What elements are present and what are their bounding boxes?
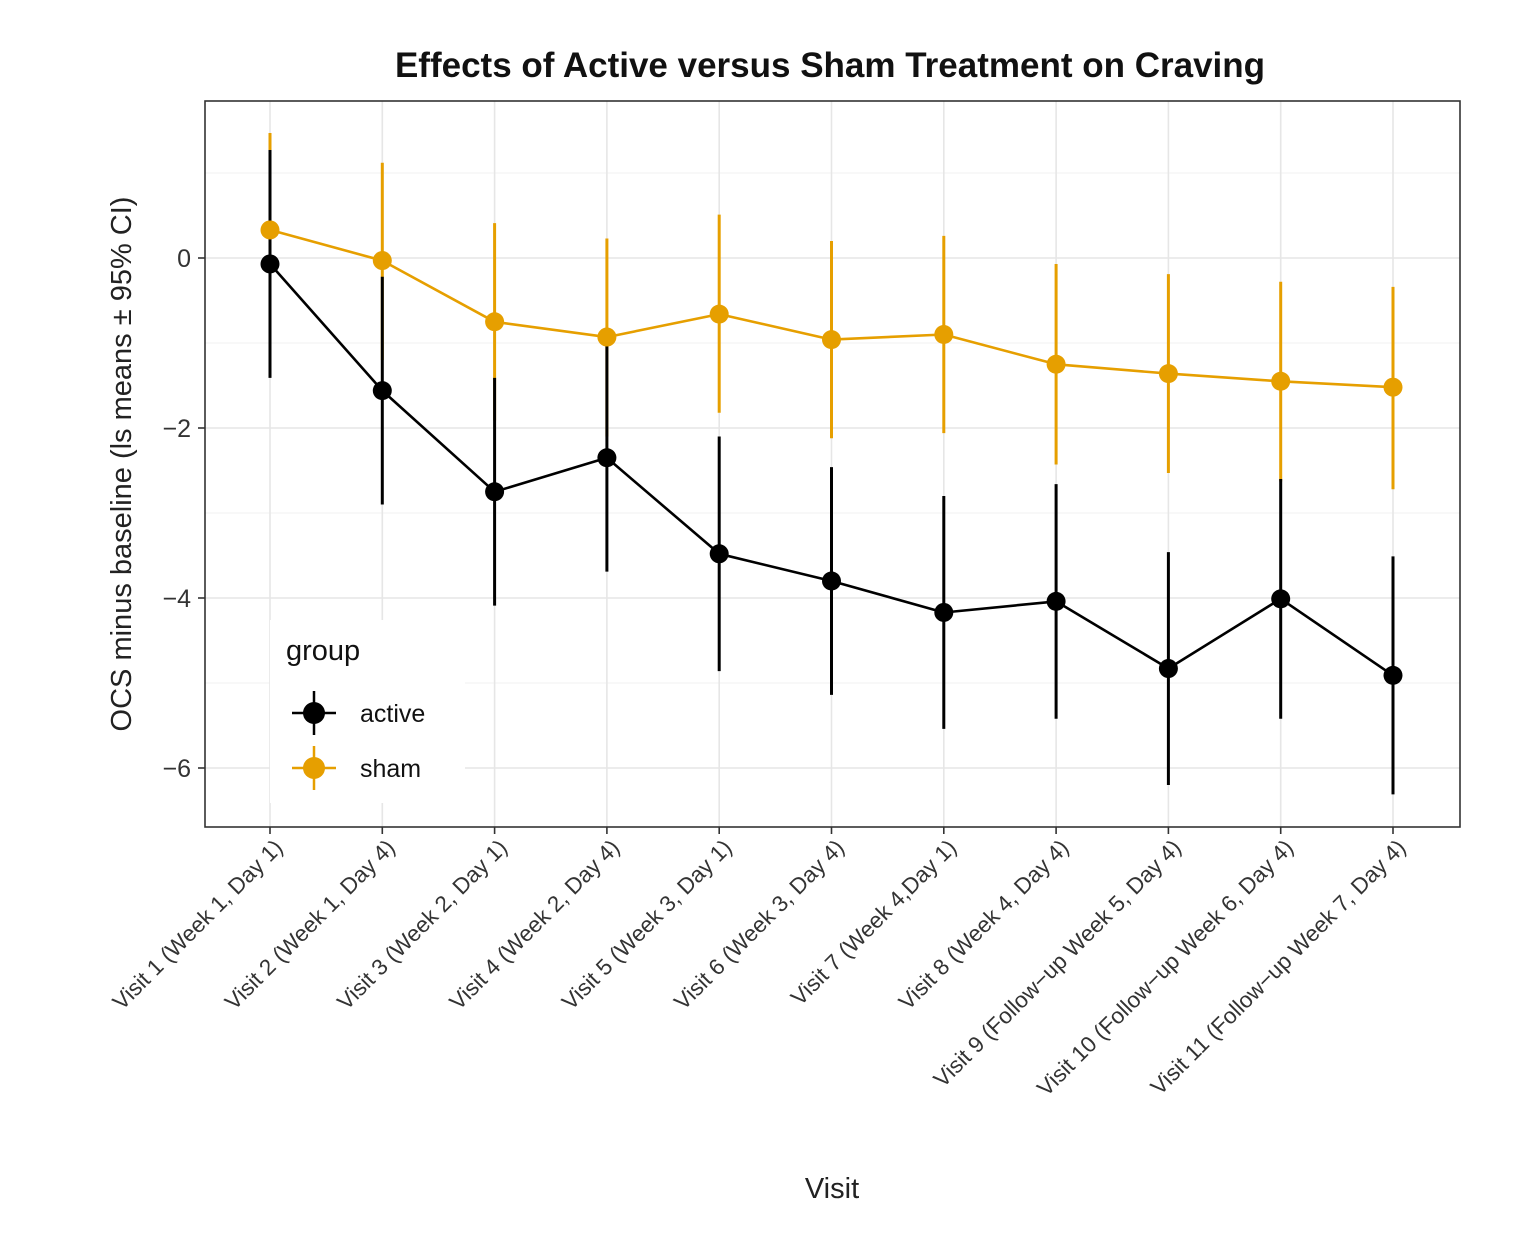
x-axis-title: Visit bbox=[805, 1173, 859, 1205]
data-point-sham bbox=[822, 330, 841, 350]
y-axis-title: OCS minus baseline (ls means ± 95% CI) bbox=[106, 197, 138, 732]
legend-key-sham-point bbox=[303, 757, 325, 779]
data-point-active bbox=[597, 448, 617, 468]
legend-key-active bbox=[292, 691, 336, 735]
data-point-active bbox=[372, 381, 392, 401]
legend: group active sham bbox=[270, 620, 465, 803]
data-point-sham bbox=[1383, 377, 1403, 397]
legend-key-active-point bbox=[303, 702, 325, 724]
y-tick-label: −2 bbox=[162, 415, 191, 443]
plot-panel-border bbox=[204, 100, 1461, 828]
legend-key-sham bbox=[292, 746, 336, 790]
data-point-active bbox=[1158, 659, 1178, 679]
data-point-active bbox=[485, 482, 505, 502]
data-point-sham bbox=[1046, 354, 1066, 374]
data-point-sham bbox=[260, 220, 280, 240]
y-tick-label: −6 bbox=[162, 755, 191, 783]
data-point-active bbox=[260, 254, 280, 274]
series-points bbox=[260, 220, 1403, 685]
data-point-sham bbox=[485, 312, 505, 332]
data-point-sham bbox=[1271, 371, 1291, 391]
data-point-sham bbox=[372, 251, 392, 271]
data-point-active bbox=[934, 602, 954, 622]
data-point-sham bbox=[1158, 364, 1178, 384]
chart-title: Effects of Active versus Sham Treatment … bbox=[395, 46, 1265, 85]
data-point-sham bbox=[597, 327, 617, 347]
data-point-active bbox=[709, 544, 729, 564]
data-point-sham bbox=[934, 325, 954, 344]
legend-label-sham: sham bbox=[360, 755, 421, 783]
y-tick-label: −4 bbox=[162, 585, 191, 613]
data-point-active bbox=[1046, 591, 1066, 611]
legend-background bbox=[270, 620, 465, 803]
data-point-active bbox=[1271, 589, 1291, 609]
data-point-active bbox=[822, 571, 841, 591]
data-point-sham bbox=[709, 304, 729, 324]
legend-title: group bbox=[286, 635, 360, 667]
y-tick-label: 0 bbox=[177, 245, 191, 273]
legend-label-active: active bbox=[360, 700, 425, 728]
data-point-active bbox=[1383, 665, 1403, 685]
